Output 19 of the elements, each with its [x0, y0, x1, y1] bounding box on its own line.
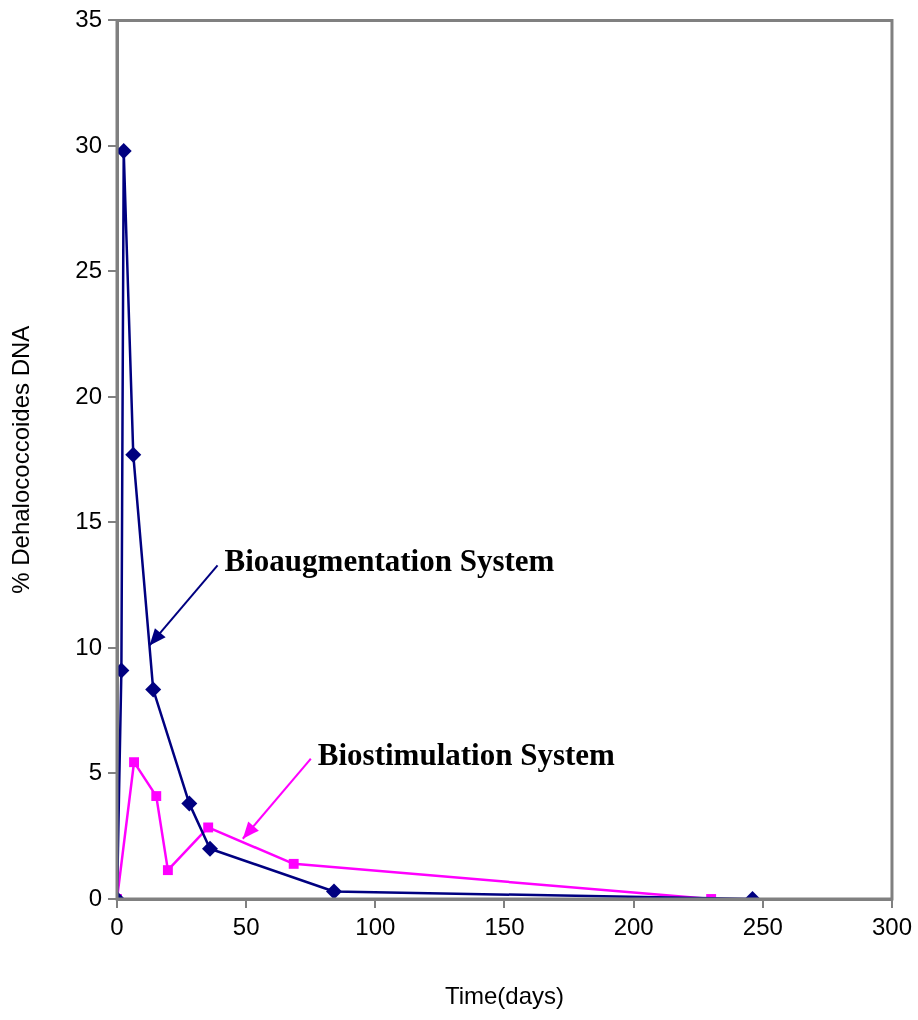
- annotation: Biostimulation System: [317, 736, 616, 772]
- y-tick-label: 20: [75, 381, 102, 409]
- x-tick-label: 150: [484, 913, 525, 941]
- y-tick-label: 5: [88, 758, 102, 786]
- x-tick-label: 300: [871, 913, 912, 941]
- y-tick-label: 25: [75, 256, 102, 284]
- y-tick-label: 15: [75, 507, 102, 535]
- y-axis-title: % Dehalococcoides DNA: [7, 325, 35, 594]
- x-tick-label: 0: [110, 913, 124, 941]
- x-tick-label: 100: [355, 913, 396, 941]
- annotation: Bioaugmentation System: [224, 543, 555, 579]
- x-tick-label: 50: [232, 913, 260, 941]
- x-tick-label: 250: [742, 913, 783, 941]
- x-tick-label: 200: [613, 913, 654, 941]
- y-tick-label: 10: [75, 632, 102, 660]
- y-tick-label: 35: [75, 5, 102, 33]
- y-tick-label: 0: [88, 883, 102, 911]
- y-tick-label: 30: [75, 130, 102, 158]
- x-axis-title: Time(days): [444, 982, 565, 1010]
